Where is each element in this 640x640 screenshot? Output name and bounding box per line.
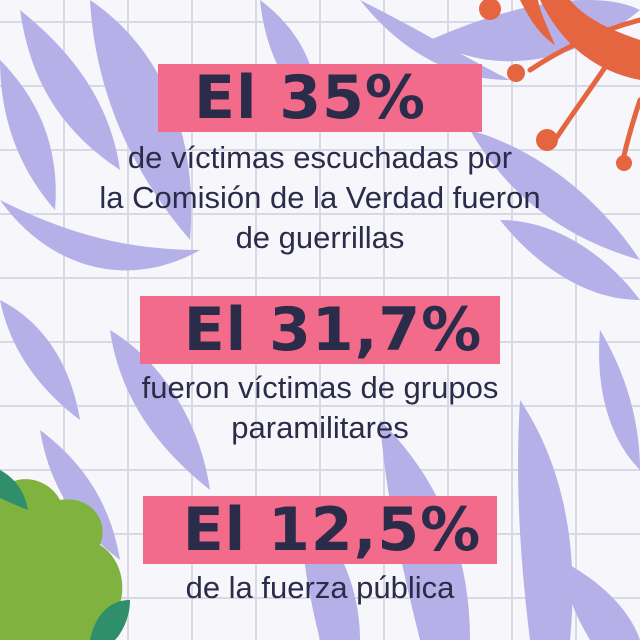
caption-line: de la fuerza pública (185, 570, 455, 605)
stat-value-badge: El 31,7% (139, 296, 501, 364)
stat-value-badge: El 12,5% (142, 496, 498, 564)
stat-caption: fueron víctimas de grupos paramilitares (0, 368, 640, 448)
caption-line: la Comisión de la Verdad fueron (99, 180, 541, 215)
stat-caption: de víctimas escuchadas por la Comisión d… (0, 138, 640, 258)
stat-block-guerrillas: El 35% de víctimas escuchadas por la Com… (0, 64, 640, 258)
stat-caption: de la fuerza pública (0, 568, 640, 608)
caption-line: paramilitares (231, 410, 409, 445)
orange-flower-petals (479, 0, 640, 171)
caption-line: de guerrillas (235, 220, 405, 255)
caption-line: fueron víctimas de grupos (141, 370, 499, 405)
stat-value-badge: El 35% (157, 64, 483, 132)
stat-block-fuerza-publica: El 12,5% de la fuerza pública (0, 496, 640, 608)
stat-block-paramilitares: El 31,7% fueron víctimas de grupos param… (0, 296, 640, 448)
caption-line: de víctimas escuchadas por (127, 140, 513, 175)
green-bush (0, 470, 130, 640)
